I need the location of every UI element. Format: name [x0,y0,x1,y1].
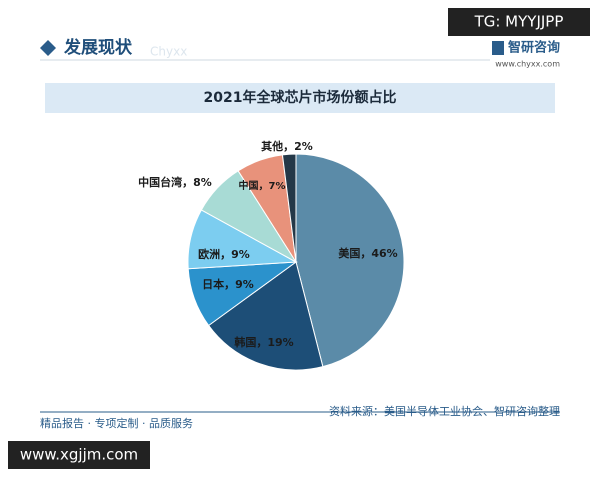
footer-left: 精品报告 · 专项定制 · 品质服务 [40,416,193,430]
pie: 美国，46% 韩国，19% 日本，9% 欧洲，9% 中国台湾，8% 中国，7% 其他，2% [138,139,405,371]
pie-slice [295,153,405,368]
title-band [45,83,555,113]
site: www.chyxx.com [495,60,560,69]
data-label: 韩国，19% [234,335,293,349]
overlay-box [448,8,590,36]
data-label: 中国台湾，8% [138,175,212,189]
logo: 智研咨询 [508,40,560,56]
source: 资料来源：美国半导体工业协会、智研咨询整理 [329,404,560,418]
data-label: 中国，7% [239,179,286,192]
overlay-text: www.xgjjm.com [20,446,138,464]
data-label: 美国，46% [338,246,397,260]
overlay-box [8,441,150,469]
data-label: 其他，2% [261,139,313,153]
watermark: Chyxx [150,45,187,59]
pie-slice [281,153,297,263]
chart-title: 2021年全球芯片市场份额占比 [204,89,397,106]
logo-icon [492,41,504,55]
overlay-text: TG: MYYJJPP [474,13,564,31]
header-title: 发展现状 [63,37,133,58]
header-icon [40,40,56,56]
pie-slice [207,261,324,371]
data-label: 欧洲，9% [198,247,250,261]
data-label: 日本，9% [202,277,254,291]
